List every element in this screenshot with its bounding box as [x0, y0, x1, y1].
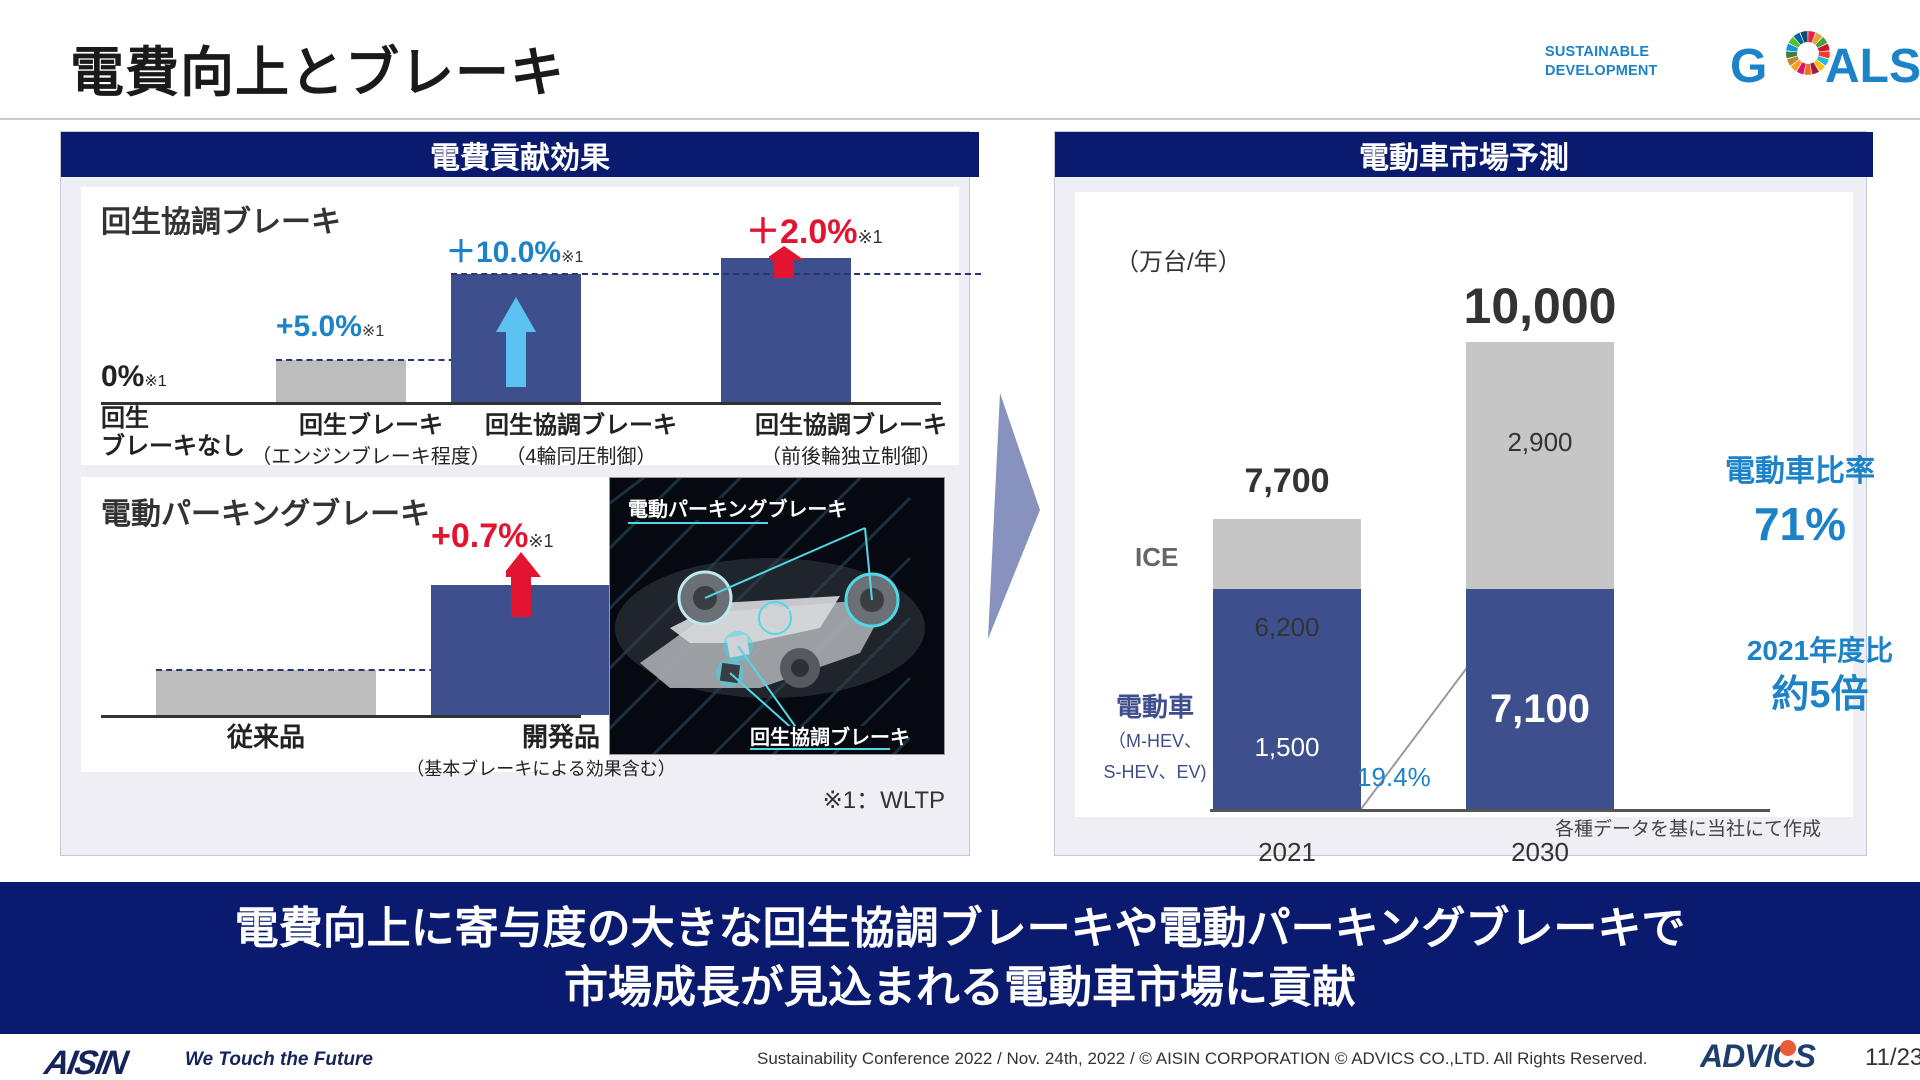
svg-text:DEVELOPMENT: DEVELOPMENT [1545, 63, 1658, 79]
svg-text:ADVICS: ADVICS [1700, 1038, 1817, 1074]
svg-text:電動パーキングブレーキ: 電動パーキングブレーキ [628, 497, 847, 521]
svg-text:ALS: ALS [1825, 40, 1920, 93]
svg-text:回生協調ブレーキ: 回生協調ブレーキ [750, 725, 910, 749]
svg-text:G: G [1730, 40, 1767, 93]
svg-text:SUSTAINABLE: SUSTAINABLE [1545, 44, 1649, 60]
